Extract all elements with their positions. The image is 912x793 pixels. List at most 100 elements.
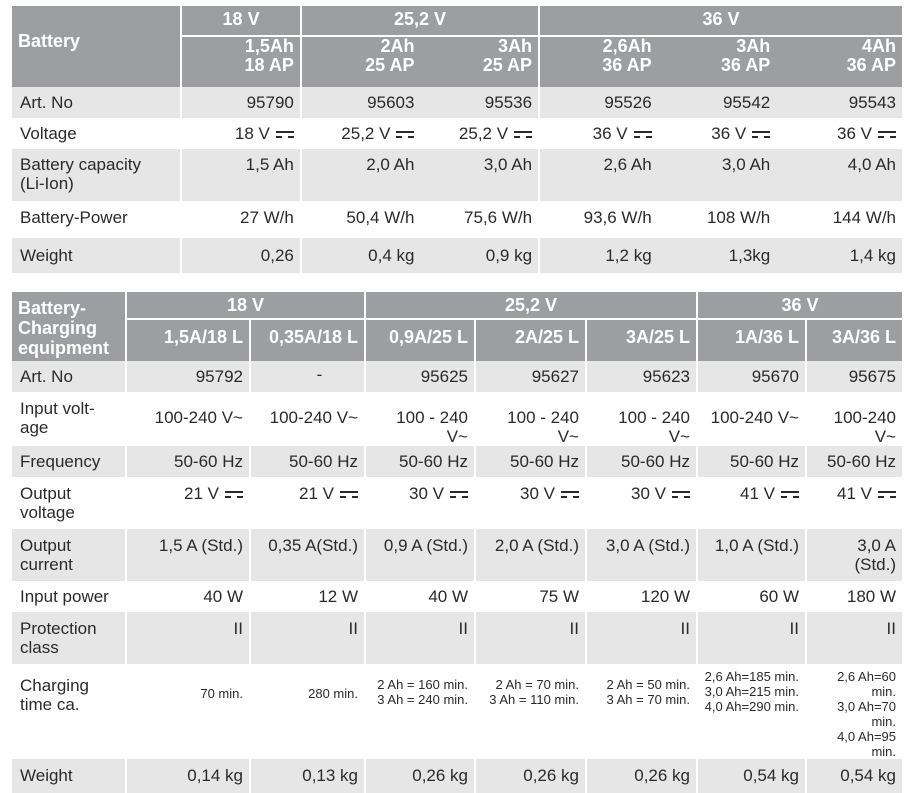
cell: 0,9 A (Std.) <box>365 529 476 581</box>
dc-symbol-icon <box>275 130 294 138</box>
cell: 0,4 kg <box>300 238 421 273</box>
cell: 25,2 V <box>300 118 421 149</box>
table-row: Battery capacity (Li-Ion) 1,5 Ah 2,0 Ah 3… <box>12 149 902 201</box>
cell: II <box>126 612 251 664</box>
cell: 3,0 A (Std.) <box>586 529 698 581</box>
table-row: Voltage 18 V 25,2 V 25,2 V 36 V 36 V 36 … <box>12 118 902 149</box>
cell: 2,0 A (Std.) <box>475 529 587 581</box>
cell: II <box>365 612 476 664</box>
cell: 30 V <box>475 477 587 529</box>
cell: 144 W/h <box>776 201 902 238</box>
battery-table: Battery 18 V 25,2 V 36 V 1,5Ah 18 AP 2Ah 2… <box>12 6 902 273</box>
cell: 41 V <box>806 477 902 529</box>
table-row: Weight 0,26 0,4 kg 0,9 kg 1,2 kg 1,3kg 1… <box>12 238 902 273</box>
cell: 0,13 kg <box>250 759 366 793</box>
cell: 3,0 Ah <box>657 149 777 201</box>
table-row: Charging time ca. 70 min. 280 min. 2 Ah =… <box>12 664 902 759</box>
cell: 2 Ah = 50 min. 3 Ah = 70 min. <box>586 664 698 759</box>
row-label: Protection class <box>12 612 127 664</box>
row-label: Frequency <box>12 446 127 477</box>
cell: 50,4 W/h <box>300 201 421 238</box>
cell: 70 min. <box>126 664 251 759</box>
cell: 100 - 240 V~ <box>475 392 587 446</box>
cell: 0,26 <box>181 238 302 273</box>
cell: 1,5 Ah <box>181 149 302 201</box>
cell: 75 W <box>475 581 587 612</box>
cell: 95542 <box>657 87 777 118</box>
cell: 0,35 A(Std.) <box>250 529 366 581</box>
cell: 27 W/h <box>181 201 302 238</box>
cell: 95623 <box>586 361 698 392</box>
row-label: Art. No <box>12 87 183 118</box>
cell: 0,26 kg <box>365 759 476 793</box>
row-label: Output current <box>12 529 127 581</box>
battery-header-label: Battery <box>12 6 183 87</box>
cell: 95603 <box>300 87 421 118</box>
cell: 2,6 Ah <box>539 149 658 201</box>
cell: 95790 <box>181 87 302 118</box>
cell: 2,6 Ah=60 min. 3,0 Ah=70 min. 4,0 Ah=95 mi… <box>806 664 902 759</box>
cell: 4,0 Ah <box>776 149 902 201</box>
cell: 0,9 kg <box>420 238 541 273</box>
dc-symbol-icon <box>561 490 579 498</box>
cell: 2,0 Ah <box>300 149 421 201</box>
cell: II <box>250 612 366 664</box>
battery-group-25v: 25,2 V <box>300 6 541 37</box>
cell: II <box>697 612 807 664</box>
cell: 50-60 Hz <box>586 446 698 477</box>
cell: 50-60 Hz <box>126 446 251 477</box>
row-label: Art. No <box>12 361 127 392</box>
dc-symbol-icon <box>340 490 358 498</box>
table-row: Input power 40 W 12 W 40 W 75 W 120 W 60… <box>12 581 902 612</box>
row-label: Weight <box>12 238 183 273</box>
cell: 40 W <box>365 581 476 612</box>
cell: 36 V <box>776 118 902 149</box>
cell: 1,5 A (Std.) <box>126 529 251 581</box>
charger-model-3: 0,9A/25 L <box>365 319 476 361</box>
cell: 2 Ah = 70 min. 3 Ah = 110 min. <box>475 664 587 759</box>
battery-model-4: 2,6Ah 36 AP <box>539 36 658 87</box>
cell: 100-240 V~ <box>250 392 366 446</box>
cell: 108 W/h <box>657 201 777 238</box>
charger-table: Battery- Charging equipment 18 V 25,2 V 36… <box>12 292 902 793</box>
cell: 95670 <box>697 361 807 392</box>
row-label: Input volt-age <box>12 392 127 446</box>
cell: 95543 <box>776 87 902 118</box>
cell: 100-240 V~ <box>126 392 251 446</box>
dc-symbol-icon <box>396 130 415 138</box>
cell: II <box>586 612 698 664</box>
battery-model-6: 4Ah 36 AP <box>776 36 902 87</box>
dc-symbol-icon <box>878 490 896 498</box>
cell: II <box>806 612 902 664</box>
cell: 1,2 kg <box>539 238 658 273</box>
table-row: Protection class II II II II II II II <box>12 612 902 664</box>
row-label: Input power <box>12 581 127 612</box>
charger-group-25v: 25,2 V <box>365 292 698 320</box>
charger-model-2: 0,35A/18 L <box>250 319 366 361</box>
cell: 95675 <box>806 361 902 392</box>
cell: 50-60 Hz <box>250 446 366 477</box>
table-row: Battery-Power 27 W/h 50,4 W/h 75,6 W/h 9… <box>12 201 902 238</box>
charger-model-6: 1A/36 L <box>697 319 807 361</box>
table-row: Weight 0,14 kg 0,13 kg 0,26 kg 0,26 kg 0… <box>12 759 902 793</box>
cell: 100-240 V~ <box>806 392 902 446</box>
cell: 95625 <box>365 361 476 392</box>
table-row: Input volt-age 100-240 V~ 100-240 V~ 100… <box>12 392 902 446</box>
charger-group-36v: 36 V <box>697 292 902 320</box>
cell: 3,0 Ah <box>420 149 541 201</box>
table-row: Frequency 50-60 Hz 50-60 Hz 50-60 Hz 50-… <box>12 446 902 477</box>
dc-symbol-icon <box>878 130 896 138</box>
cell: 50-60 Hz <box>697 446 807 477</box>
row-label: Charging time ca. <box>12 664 127 759</box>
cell: 95792 <box>126 361 251 392</box>
cell: 120 W <box>586 581 698 612</box>
cell: 18 V <box>181 118 302 149</box>
dc-symbol-icon <box>450 490 468 498</box>
cell: 50-60 Hz <box>365 446 476 477</box>
cell: 12 W <box>250 581 366 612</box>
row-label: Battery capacity (Li-Ion) <box>12 149 183 201</box>
cell: 0,26 kg <box>586 759 698 793</box>
cell: 36 V <box>657 118 777 149</box>
cell: 40 W <box>126 581 251 612</box>
cell: 21 V <box>250 477 366 529</box>
